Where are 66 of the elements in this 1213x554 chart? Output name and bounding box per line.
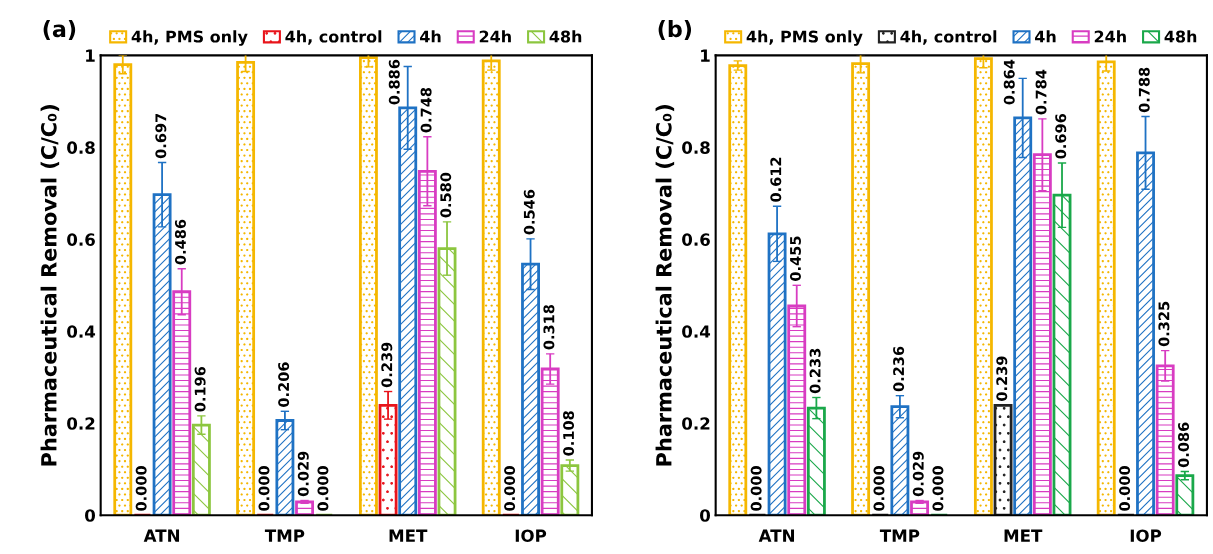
data-label: 0.696 (1055, 113, 1067, 159)
y-tick-label: 0.2 (682, 417, 710, 430)
data-label: 0.546 (523, 189, 535, 235)
legend-label: 4h, PMS only (746, 30, 863, 46)
data-label: 0.325 (1158, 301, 1170, 347)
x-tick-label: IOP (515, 529, 547, 543)
x-tick-label: TMP (264, 529, 305, 542)
data-label: 0.864 (1003, 59, 1015, 105)
legend-label: 4h, PMS only (131, 30, 248, 46)
x-tick-label: TMP (879, 529, 920, 542)
data-label: 0.233 (809, 348, 821, 394)
legend-label: 4h (420, 30, 441, 43)
data-label: 0.000 (873, 466, 885, 511)
legend-label: 24h (479, 30, 511, 43)
data-label: 0.697 (155, 113, 167, 159)
y-tick-label: 0 (700, 509, 711, 522)
y-tick-label: 0.2 (67, 417, 95, 430)
y-axis-title: Pharmaceutical Removal (C/C₀) (40, 105, 60, 466)
x-tick-label: MET (1004, 529, 1043, 542)
legend-label: 4h, control (285, 30, 382, 45)
data-label: 0.029 (912, 451, 924, 497)
data-label: 0.788 (1138, 67, 1150, 113)
data-label: 0.000 (504, 466, 516, 511)
x-tick-label: MET (389, 529, 428, 542)
data-label: 0.239 (996, 356, 1008, 401)
chart-title: (b) (658, 20, 692, 40)
data-label: 0.000 (1119, 466, 1131, 511)
legend-label: 24h (1094, 30, 1126, 43)
data-label: 0.239 (381, 342, 393, 388)
data-label: 0.000 (135, 466, 147, 511)
data-label: 0.886 (388, 59, 400, 105)
legend-label: 4h (1035, 30, 1056, 43)
data-label: 0.000 (932, 466, 944, 511)
y-tick-label: 0.6 (67, 233, 95, 246)
data-label: 0.206 (278, 362, 290, 407)
data-label: 0.318 (543, 304, 555, 350)
y-tick-label: 0 (85, 509, 96, 522)
data-label: 0.784 (1035, 69, 1047, 115)
y-tick-label: 0.8 (67, 141, 95, 154)
y-tick-label: 0.6 (682, 233, 710, 246)
data-label: 0.000 (750, 466, 762, 511)
y-tick-label: 1 (701, 49, 710, 62)
y-tick-label: 0.4 (67, 325, 96, 338)
chart-title: (a) (43, 20, 76, 40)
x-tick-label: IOP (1130, 529, 1162, 543)
data-label: 0.612 (770, 157, 782, 202)
x-tick-label: ATN (143, 529, 180, 542)
legend-label: 4h, control (900, 30, 997, 45)
y-tick-label: 0.4 (682, 325, 711, 338)
data-label: 0.748 (420, 87, 432, 133)
data-label: 0.455 (789, 236, 801, 281)
data-label: 0.580 (440, 172, 452, 218)
data-label: 0.000 (258, 466, 270, 511)
data-label: 0.236 (893, 346, 905, 392)
legend-label: 48h (549, 30, 582, 43)
y-tick-label: 0.8 (682, 141, 710, 154)
data-label: 0.000 (317, 466, 329, 511)
y-axis-title: Pharmaceutical Removal (C/C₀) (655, 105, 675, 466)
y-tick-label: 1 (86, 49, 95, 62)
data-label: 0.196 (194, 366, 206, 412)
data-label: 0.029 (297, 451, 309, 497)
data-label: 0.086 (1178, 422, 1190, 468)
data-label: 0.486 (174, 219, 186, 265)
data-label: 0.108 (563, 411, 575, 456)
legend-label: 48h (1164, 30, 1197, 43)
x-tick-label: ATN (758, 529, 795, 542)
